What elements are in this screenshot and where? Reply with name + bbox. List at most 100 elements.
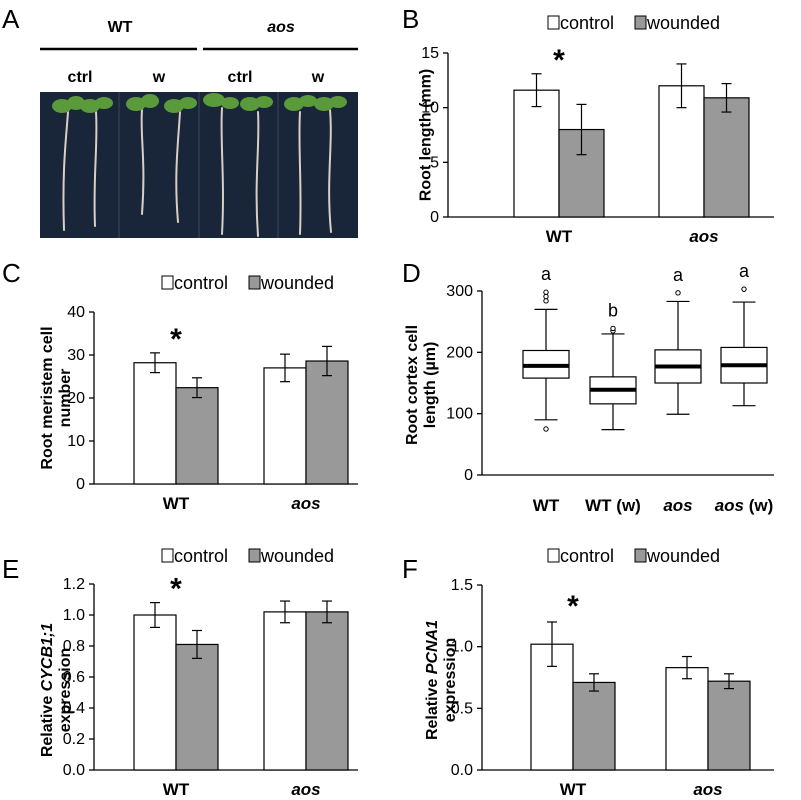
y-tick-label: 0 [430, 209, 439, 226]
outlier-point [543, 298, 549, 304]
y-label-line: expression [57, 648, 74, 732]
bar-WT-control [133, 614, 177, 771]
y-tick-label: 0 [76, 476, 85, 493]
legend-swatch-control [161, 548, 174, 563]
y-tick-label: 0.0 [63, 762, 85, 779]
y-tick-label: 20 [67, 390, 85, 407]
legend-label-wounded: wounded [646, 13, 720, 33]
bar-aos-wounded [305, 360, 349, 485]
y-axis-label: Relative PCNA1expression [424, 620, 459, 740]
panel-letter-c: C [2, 258, 21, 288]
significance-marker: * [170, 323, 182, 356]
bar-aos-control [263, 367, 307, 485]
outlier-point [675, 290, 681, 296]
legend-label-control: control [560, 13, 614, 33]
significance-marker: * [170, 573, 182, 606]
legend-swatch-control [547, 548, 560, 563]
y-label-gene: CYCB1;1 [39, 623, 56, 692]
y-label-line: Root length (mm) [418, 69, 435, 201]
panel-letter-f: F [402, 554, 418, 584]
y-axis-label: Root cortex celllength (µm) [404, 325, 439, 445]
panel-letter-e: E [2, 554, 19, 584]
category-label-WT: WT [163, 780, 190, 799]
outlier-point [543, 426, 549, 432]
panel-c: C 0 10 20 30 40 Root meristem cellnumber contro… [2, 258, 358, 513]
y-label-gene: PCNA1 [424, 620, 441, 674]
y-tick-label: 200 [446, 344, 473, 361]
y-label-line: number [57, 369, 74, 428]
y-tick-label: 300 [446, 283, 473, 300]
y-tick-label: 0.4 [63, 700, 85, 717]
bar-WT-wounded [175, 387, 219, 485]
legend-swatch-wounded [248, 548, 261, 563]
panel-a: A WT aos ctrl w ctrl w [2, 4, 358, 238]
legend-label-control: control [174, 546, 228, 566]
outlier-point [610, 325, 616, 332]
panel-e: E 0.0 0.2 0.4 0.6 0.8 1.0 1.2 Relative CYCB1;1ex… [2, 546, 358, 799]
y-axis-label: Relative CYCB1;1expression [39, 623, 74, 757]
y-tick-label: 40 [67, 304, 85, 321]
category-label-WT: WT [546, 227, 573, 246]
y-tick-label: 1.0 [63, 607, 85, 624]
panel-letter-d: D [402, 258, 421, 288]
panel-b: B 0 5 10 15 Root length (mm) control wounded WT *… [402, 4, 774, 246]
y-tick-label: 1.0 [451, 639, 473, 656]
significance-marker: * [553, 44, 565, 77]
column-label-wt-w: w [152, 69, 166, 86]
bar-aos-wounded [707, 680, 751, 771]
legend-label-control: control [560, 546, 614, 566]
group-label-aos: aos [267, 19, 295, 36]
bar-aos-control [263, 611, 307, 771]
y-label-line: length (µm) [422, 342, 439, 429]
group-letter: a [739, 261, 750, 281]
legend-label-wounded: wounded [646, 546, 720, 566]
legend-swatch-wounded [634, 548, 647, 563]
legend-label-control: control [174, 273, 228, 293]
panel-d: D 0 100 200 300 Root cortex celllength (µm) a W… [402, 258, 774, 515]
bar-WT-wounded [175, 643, 219, 771]
category-label: aos (w) [715, 496, 774, 515]
category-label-aos: aos [291, 780, 320, 799]
group-label-wt: WT [108, 19, 133, 36]
significance-marker: * [567, 590, 579, 623]
y-label-line: Root cortex cell [404, 325, 421, 445]
legend-swatch-wounded [248, 275, 261, 290]
bar-aos-wounded [703, 97, 750, 218]
panel-letter-a: A [2, 4, 20, 34]
category-label-aos: aos [693, 780, 722, 799]
category-label: WT [533, 496, 560, 515]
y-tick-label: 30 [67, 347, 85, 364]
bar-aos-wounded [305, 611, 349, 771]
y-tick-label: 0.0 [451, 762, 473, 779]
y-label-line: expression [442, 638, 459, 722]
category-label-part: (w) [744, 496, 773, 515]
y-tick-label: 5 [430, 154, 439, 171]
y-tick-label: 1.2 [63, 576, 85, 593]
legend-swatch-control [547, 15, 560, 30]
legend-label-wounded: wounded [260, 273, 334, 293]
bar-WT-control [133, 362, 177, 485]
y-label-line: Relative [39, 691, 56, 757]
panel-letter-b: B [402, 4, 419, 34]
bar-aos-control [665, 667, 709, 771]
category-label-aos: aos [291, 494, 320, 513]
outlier-point [543, 293, 549, 300]
category-label-aos: aos [689, 227, 718, 246]
y-tick-label: 100 [446, 406, 473, 423]
y-tick-label: 0 [464, 467, 473, 484]
category-label-WT: WT [163, 494, 190, 513]
legend-label-wounded: wounded [260, 546, 334, 566]
y-tick-label: 1.5 [451, 577, 473, 594]
y-label-line: Relative [424, 674, 441, 740]
category-label-part: aos [663, 496, 692, 515]
group-letter: a [541, 264, 552, 284]
column-label-aos-ctrl: ctrl [228, 69, 253, 86]
y-tick-label: 0.8 [63, 638, 85, 655]
panel-f: F 0.0 0.5 1.0 1.5 Relative PCNA1expression con… [402, 546, 774, 799]
outlier-point [741, 286, 747, 292]
y-label-line: Root meristem cell [39, 326, 56, 469]
legend-swatch-control [161, 275, 174, 290]
y-tick-label: 10 [421, 100, 439, 117]
y-tick-label: 0.5 [451, 700, 473, 717]
